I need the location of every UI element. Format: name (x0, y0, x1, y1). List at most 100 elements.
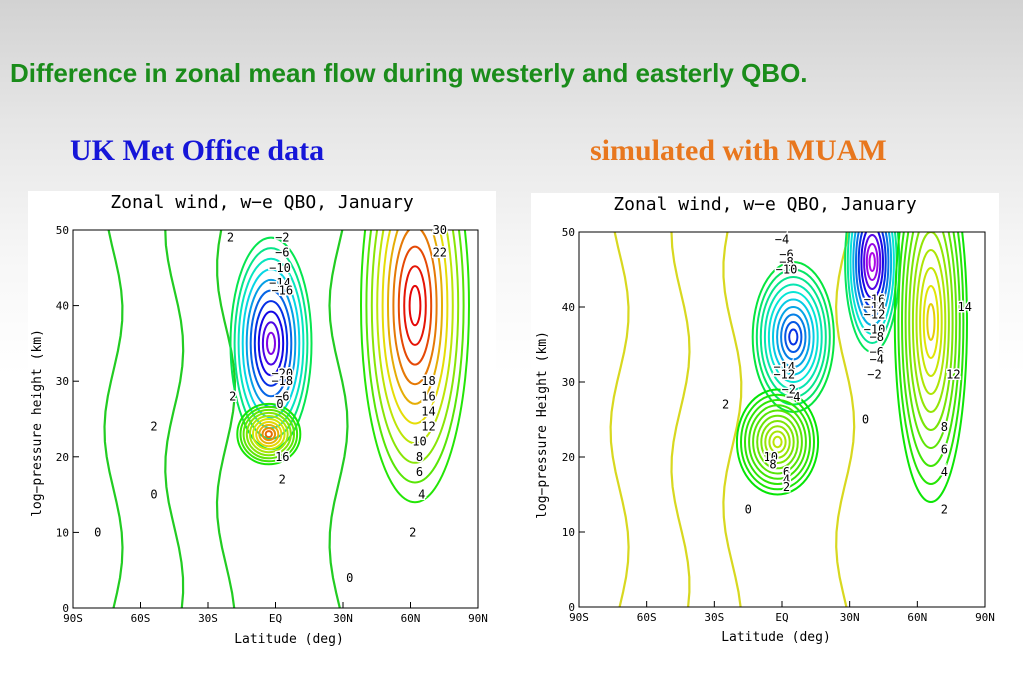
contour-line (865, 243, 879, 281)
x-tick-label: 90S (63, 612, 83, 625)
contour-line (752, 409, 803, 475)
contour-value-label: 2 (722, 398, 729, 412)
contour-value-label: 14 (421, 404, 435, 418)
contour-line (381, 230, 449, 425)
contour-line (849, 232, 895, 335)
right-panel-subtitle: simulated with MUAM (590, 134, 887, 167)
contour-value-label: −6 (869, 345, 883, 359)
x-tick-label: 30N (840, 611, 860, 624)
y-tick-label: 20 (562, 451, 575, 464)
contour-line (764, 425, 791, 459)
x-tick-label: 90N (975, 611, 995, 624)
contour-line (397, 245, 433, 366)
contour-line (261, 427, 277, 442)
contour-value-label: 0 (94, 525, 101, 539)
contour-line (919, 267, 943, 377)
x-tick-label: 90S (569, 611, 589, 624)
contour-line (370, 230, 460, 464)
contour-line (760, 420, 795, 464)
contour-value-label: 18 (421, 374, 435, 388)
left-panel-subtitle: UK Met Office data (70, 134, 325, 167)
contour-line (392, 230, 438, 386)
contour-line (855, 232, 890, 317)
contour-line (258, 424, 280, 445)
chart-title: Zonal wind, w−e QBO, January (110, 192, 414, 213)
background-contour (609, 232, 630, 607)
contour-line (365, 230, 465, 484)
contour-value-label: −16 (864, 293, 886, 307)
contour-value-label: −2 (275, 231, 289, 245)
right-chart-svg: Zonal wind, w−e QBO, January 90S 60S 30S EQ… (535, 194, 995, 645)
background-contour (103, 230, 124, 608)
contour-line (863, 234, 882, 290)
contour-line (257, 310, 285, 377)
background-contour (670, 232, 691, 607)
contour-value-label: −4 (775, 233, 789, 247)
contour-value-label: −10 (776, 263, 798, 277)
y-tick-label: 0 (568, 601, 575, 614)
contour-value-label: 14 (957, 300, 971, 314)
contour-value-label: −2 (782, 383, 796, 397)
contour-line (253, 300, 289, 387)
contour-value-label: 8 (416, 450, 423, 464)
contour-value-label: −2 (867, 368, 881, 382)
y-tick-label: 10 (562, 526, 575, 539)
contour-value-label: 12 (421, 420, 435, 434)
y-tick-label: 0 (62, 602, 69, 615)
contour-line (756, 414, 799, 470)
contour-value-label: 0 (862, 413, 869, 427)
left-chart-svg: Zonal wind, w−e QBO, January 90S 60S 30S EQ… (30, 192, 488, 647)
background-contour (834, 232, 856, 607)
contour-value-label: 2 (783, 480, 790, 494)
contour-line (759, 276, 827, 398)
contour-value-label: −14 (773, 360, 795, 374)
contour-value-label: −4 (869, 353, 883, 367)
contour-line (767, 291, 819, 383)
contour-value-label: 2 (150, 420, 157, 434)
contour-line (748, 404, 807, 480)
contour-line (735, 388, 820, 496)
contour-line (255, 421, 283, 448)
contour-line (897, 232, 965, 485)
contour-line (915, 249, 947, 395)
right-contour-chart: Zonal wind, w−e QBO, January 90S 60S 30S EQ… (531, 193, 999, 653)
contour-line (744, 399, 811, 485)
contour-line (868, 252, 876, 272)
contour-line (236, 402, 302, 466)
contour-value-label: −12 (773, 368, 795, 382)
contour-value-label: −10 (864, 323, 886, 337)
x-tick-label: EQ (269, 612, 282, 625)
x-tick-label: 90N (468, 612, 488, 625)
contour-line (908, 232, 954, 431)
y-tick-label: 50 (56, 224, 69, 237)
contour-line (904, 232, 958, 449)
x-axis-label: Latitude (deg) (234, 632, 344, 647)
contour-value-label: −14 (864, 300, 886, 314)
contour-value-label: −6 (779, 248, 793, 262)
contour-value-label: −18 (271, 374, 293, 388)
contour-line (926, 303, 936, 341)
contour-value-label: 22 (433, 246, 447, 260)
contour-line (788, 328, 799, 346)
contour-line (784, 321, 803, 353)
contour-value-label: −6 (275, 246, 289, 260)
contour-line (860, 232, 884, 299)
x-tick-label: 60S (131, 612, 151, 625)
left-contour-chart: Zonal wind, w−e QBO, January 90S 60S 30S EQ… (28, 191, 496, 651)
contour-line (763, 283, 823, 391)
contour-value-label: −14 (269, 276, 291, 290)
contour-value-label: 12 (946, 368, 960, 382)
contour-value-label: −8 (869, 330, 883, 344)
contour-line (360, 230, 470, 504)
contour-value-label: 2 (941, 503, 948, 517)
contour-value-label: 10 (763, 450, 777, 464)
contour-value-label: 2 (229, 389, 236, 403)
x-tick-label: 30S (198, 612, 218, 625)
contour-value-label: 30 (433, 223, 447, 237)
contour-value-label: −6 (275, 389, 289, 403)
slide-title: Difference in zonal mean flow during wes… (10, 58, 808, 88)
contour-line (264, 430, 273, 439)
contour-line (857, 232, 887, 308)
background-contour (164, 230, 185, 608)
contour-line (239, 405, 299, 463)
